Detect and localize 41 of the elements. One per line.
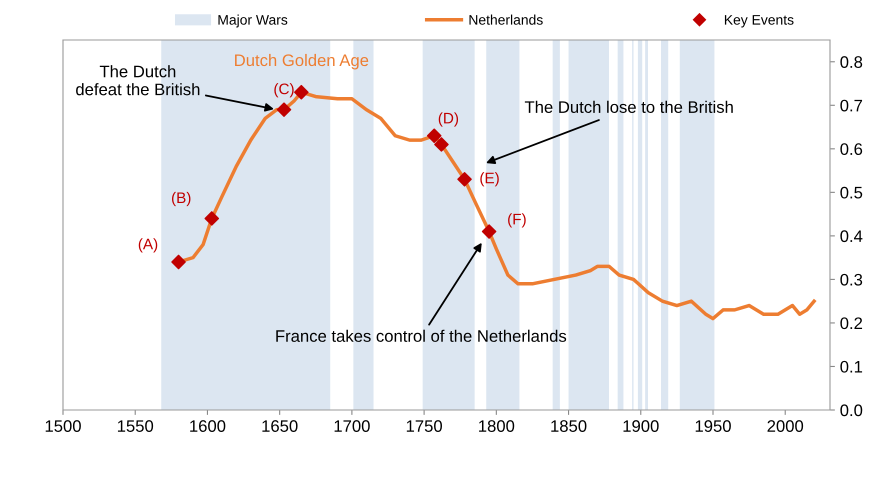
point — [457, 172, 472, 187]
y-tick-label: 0.6 — [840, 143, 862, 156]
point — [482, 224, 496, 239]
y-tick-label: 0.1 — [840, 360, 862, 373]
x-tick-label: 1750 — [406, 420, 442, 432]
x-tick-label: 1600 — [190, 420, 226, 432]
annotation: (A) — [138, 238, 158, 252]
legend-label: Key Events — [724, 15, 794, 28]
annotation: (B) — [172, 192, 190, 206]
annotation: (D) — [438, 112, 458, 127]
point — [171, 254, 186, 270]
y-tick-label: 0.4 — [840, 230, 862, 242]
annotation: (C) — [274, 83, 294, 98]
point — [434, 137, 449, 152]
annotation: Dutch Golden Age — [235, 54, 368, 70]
x-tick-label: 1650 — [262, 420, 298, 432]
y-tick-label: 0.7 — [840, 100, 862, 112]
annotation: (F) — [508, 213, 526, 228]
annotation: (E) — [480, 172, 499, 186]
annotation: The Dutch lose to the British — [524, 100, 733, 113]
x-tick-label: 1900 — [624, 420, 659, 432]
point — [294, 84, 309, 100]
legend-label: Major Wars — [218, 14, 288, 28]
y-tick-label: 0.2 — [840, 317, 862, 330]
y-tick-label: 0.0 — [840, 404, 862, 416]
annotation: France takes control of the Netherlands — [276, 330, 566, 342]
x-tick-label: 1950 — [696, 420, 731, 432]
x-tick-label: 1800 — [479, 420, 514, 432]
x-tick-label: 1850 — [551, 420, 586, 432]
point — [426, 128, 442, 144]
y-tick-label: 0.8 — [840, 56, 862, 68]
point — [276, 102, 292, 117]
point — [204, 211, 220, 226]
legend-label: Netherlands — [469, 14, 543, 25]
x-tick-label: 1550 — [118, 420, 154, 432]
x-tick-label: 1700 — [334, 420, 370, 432]
x-tick-label: 1500 — [46, 420, 81, 432]
annotation: The Dutch defeat the British — [76, 65, 200, 96]
y-tick-label: 0.5 — [840, 186, 862, 199]
y-tick-label: 0.3 — [840, 274, 862, 286]
x-tick-label: 2000 — [768, 420, 804, 432]
